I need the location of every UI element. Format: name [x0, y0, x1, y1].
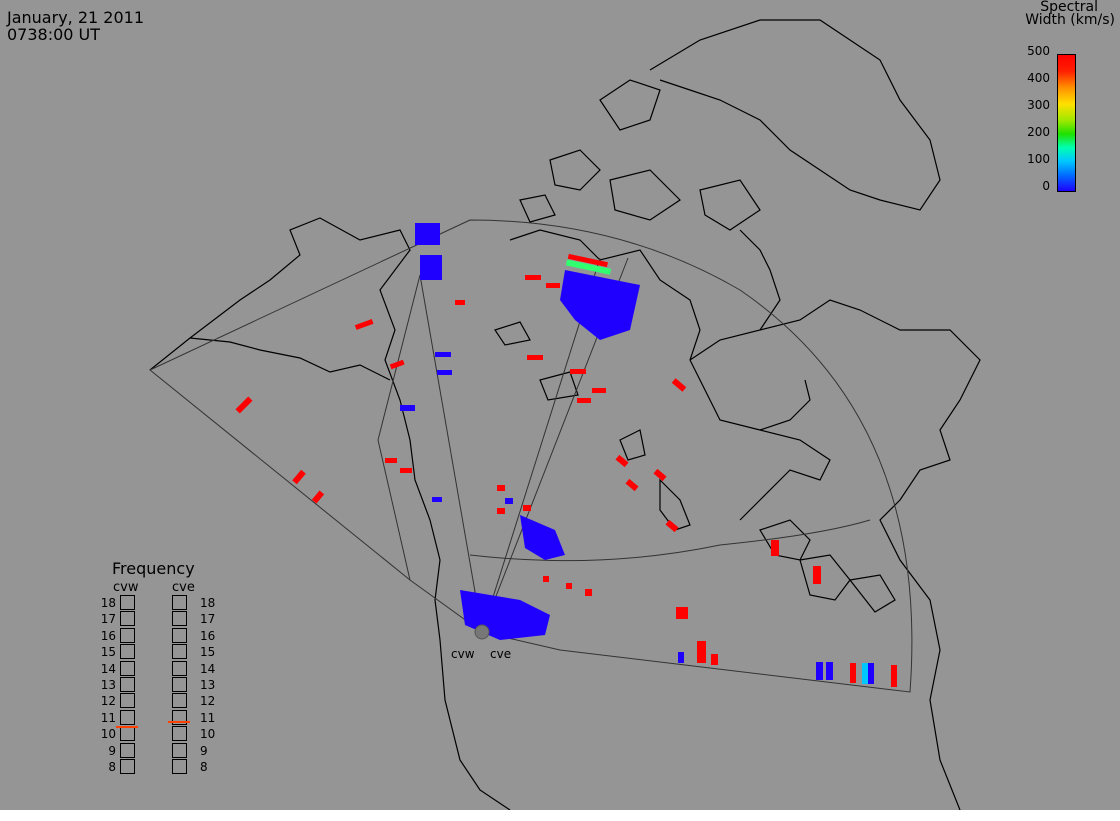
frequency-cell [172, 660, 187, 676]
site-label-cvw: cvw [451, 647, 475, 661]
frequency-cell [172, 677, 187, 692]
frequency-level-label-right: 13 [200, 678, 216, 692]
frequency-cell [120, 677, 135, 692]
frequency-panel-title: Frequency [112, 559, 195, 578]
colorbar-tick: 300 [1027, 98, 1050, 112]
frequency-level-label-right: 18 [200, 596, 216, 610]
frequency-radar-label-cve: cve [172, 580, 195, 595]
colorbar-tick: 200 [1027, 125, 1050, 139]
radar-site-marker [474, 624, 490, 640]
colorbar-tick: 100 [1027, 152, 1050, 166]
frequency-cell [172, 595, 187, 610]
frequency-cell [172, 726, 187, 742]
frequency-cell [120, 742, 135, 758]
frequency-level-label-left: 16 [100, 628, 116, 643]
frequency-level-label-left: 15 [100, 645, 116, 660]
colorbar-tick: 0 [1042, 179, 1050, 193]
frequency-level-label-right: 11 [200, 710, 216, 725]
colorbar-title-line2: Width (km/s) [1025, 12, 1115, 28]
backscatter-cells [235, 223, 897, 687]
frequency-cell [120, 611, 135, 627]
spectral-width-colorbar [1057, 54, 1076, 192]
frequency-level-label-right: 14 [200, 661, 216, 676]
site-label-cve: cve [490, 647, 512, 661]
frequency-cell [120, 709, 135, 725]
frequency-level-label-left: 9 [108, 743, 116, 758]
frequency-level-label-left: 17 [100, 612, 116, 627]
frequency-cell [120, 644, 135, 660]
frequency-marker-cve [168, 721, 190, 724]
frequency-cell [172, 627, 187, 643]
colorbar-tick: 400 [1027, 71, 1050, 85]
date-label: January, 21 2011 [7, 8, 144, 27]
frequency-cell [120, 627, 135, 643]
frequency-marker-cvw [116, 726, 138, 728]
frequency-level-label-left: 14 [100, 661, 116, 676]
frequency-cell [172, 742, 187, 758]
frequency-cell [120, 660, 135, 676]
frequency-level-label-left: 11 [100, 710, 116, 725]
frequency-cell [172, 611, 187, 627]
frequency-cell [120, 726, 135, 742]
coastlines [149, 19, 981, 810]
frequency-cell [120, 595, 135, 610]
frequency-cell [120, 759, 135, 774]
frequency-level-label-left: 10 [100, 727, 116, 742]
frequency-radar-label-cvw: cvw [113, 580, 139, 595]
frequency-level-label-right: 10 [200, 727, 216, 742]
frequency-cell [172, 759, 187, 774]
frequency-cell [172, 644, 187, 660]
frequency-level-label-left: 12 [100, 694, 116, 709]
frequency-level-label-right: 16 [200, 628, 216, 643]
frequency-level-label-left: 8 [108, 760, 116, 774]
frequency-level-label-right: 12 [200, 694, 216, 709]
frequency-level-label-right: 15 [200, 645, 216, 660]
frequency-cell [172, 693, 187, 709]
frequency-level-label-left: 13 [100, 678, 116, 692]
frequency-level-label-right: 17 [200, 612, 216, 627]
frequency-level-label-left: 18 [100, 596, 116, 610]
frequency-level-label-right: 9 [200, 743, 208, 758]
frequency-cell [120, 693, 135, 709]
frequency-cell [172, 709, 187, 725]
frequency-level-label-right: 8 [200, 760, 208, 774]
time-label: 0738:00 UT [7, 25, 101, 44]
colorbar-title-line1: Spectral [1040, 0, 1098, 15]
colorbar-tick: 500 [1027, 44, 1050, 58]
